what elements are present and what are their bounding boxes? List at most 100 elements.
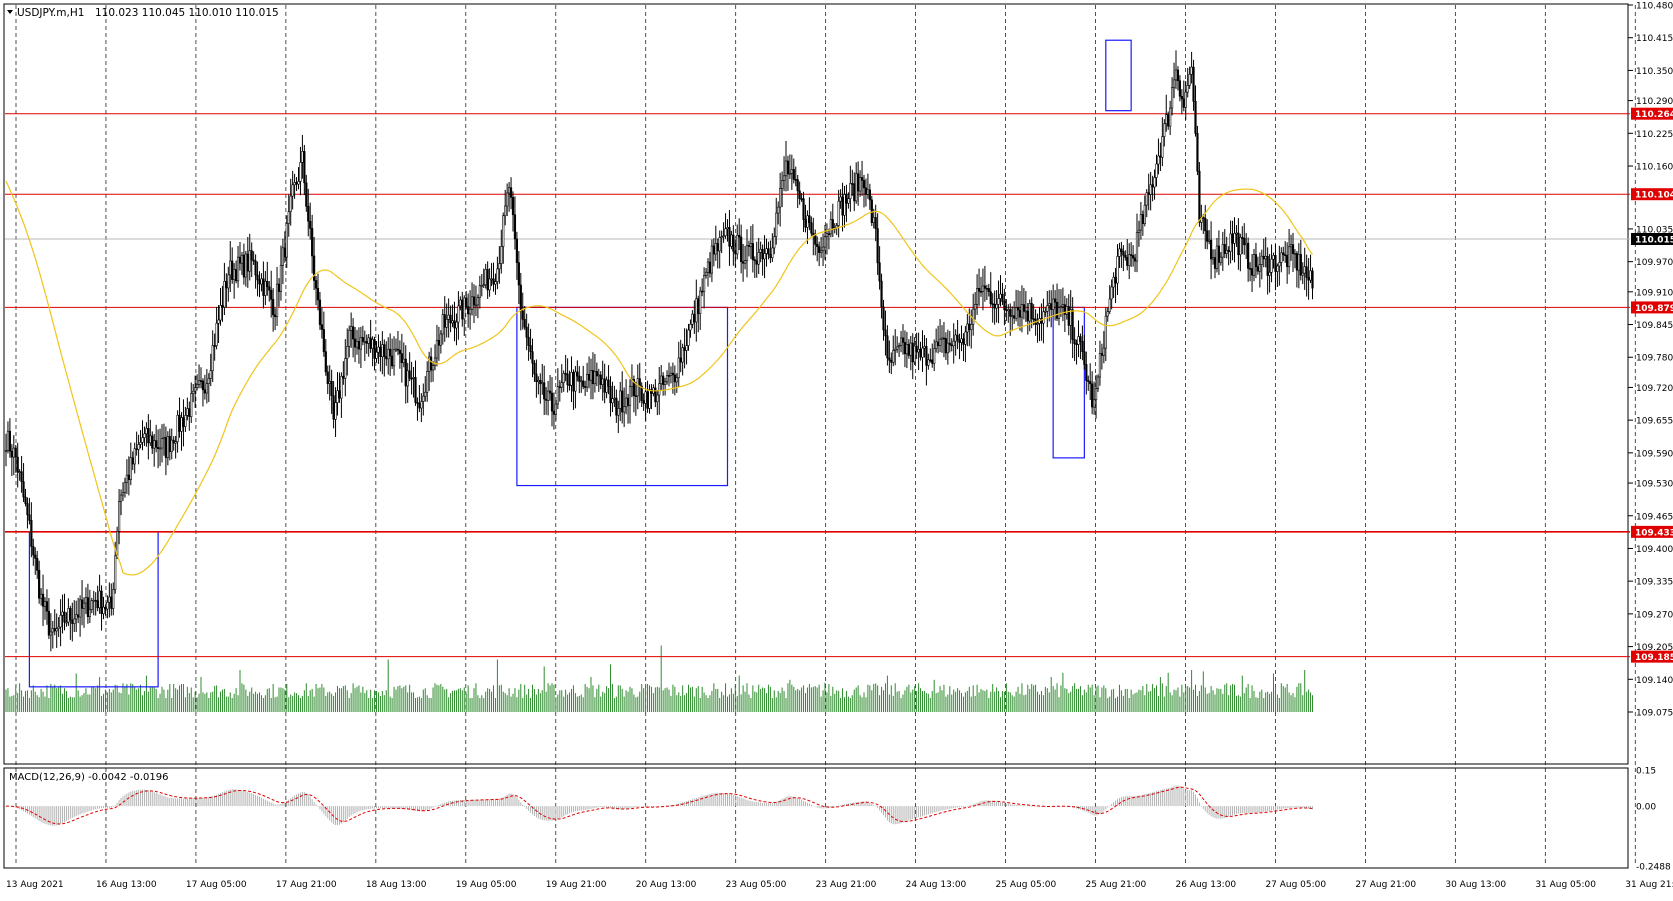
macd-histogram-bar [923,806,925,816]
volume-bar [1276,694,1278,712]
candle-body [53,628,56,632]
macd-histogram-bar [920,806,922,817]
candle-body [977,288,981,292]
macd-histogram-bar [805,801,806,807]
macd-histogram-bar [62,806,64,823]
candle-body [80,599,84,609]
candle-body [851,183,854,185]
candle-body [283,247,286,258]
macd-histogram-bar [485,799,487,807]
macd-histogram-bar [617,806,619,810]
candle-body [786,160,790,175]
macd-histogram-bar [204,797,206,807]
macd-histogram-bar [1146,793,1148,807]
candle-body [484,269,487,286]
macd-histogram-bar [93,806,95,810]
volume-bar [1046,688,1048,712]
candle-body [77,614,80,618]
candle-body [921,347,924,358]
candle-body [348,329,351,347]
macd-histogram-bar [186,798,188,807]
volume-bar [1251,685,1253,712]
candle-body [560,382,563,388]
ohlc-values: 110.023 110.045 110.010 110.015 [95,7,279,19]
volume-bar [892,695,894,712]
volume-bar [1089,687,1091,712]
macd-histogram-bar [949,806,951,809]
macd-histogram-bar [1179,786,1181,807]
volume-bar [922,691,923,712]
candle-body [1184,91,1187,108]
candle-body [342,375,345,379]
macd-histogram-bar [1161,789,1163,807]
macd-histogram-bar [1278,806,1280,810]
candle-body [250,250,253,261]
candle-body [800,198,803,200]
macd-histogram-bar [608,806,610,808]
volume-bar [649,685,650,712]
volume-bar [769,686,771,712]
volume-bar [335,692,337,712]
macd-histogram-bar [1079,806,1081,810]
macd-histogram-bar [290,798,292,807]
macd-histogram-bar [884,806,886,818]
volume-bar [1169,692,1171,712]
macd-histogram-bar [1070,806,1072,808]
macd-histogram-bar [1169,787,1171,807]
volume-bar [746,683,748,712]
candle-body [765,248,768,254]
volume-bar [284,689,286,712]
volume-bar [239,670,241,712]
macd-histogram-bar [1298,806,1300,808]
candle-body [1217,245,1220,263]
volume-bar [483,698,485,712]
macd-histogram-bar [491,799,493,807]
macd-histogram-bar [1089,806,1091,814]
volume-bar [194,691,196,712]
candle-body [336,390,339,403]
candle-body [1188,74,1191,86]
volume-bar [130,683,132,712]
macd-histogram-bar [514,795,516,807]
candle-body [897,345,901,348]
macd-histogram-bar [112,806,114,807]
volume-bar [738,675,740,712]
macd-histogram-bar [299,792,301,807]
candle-body [61,611,64,616]
candle-body [819,250,823,253]
macd-histogram-bar [91,806,93,811]
volume-bar [218,697,220,712]
macd-histogram-bar [1271,806,1273,811]
time-label: 27 Aug 21:00 [1355,880,1416,890]
price-tick-label: 109.655 [1636,417,1673,427]
candle-body [266,280,269,288]
volume-bar [479,698,481,712]
candle-body [211,345,214,371]
macd-histogram-bar [157,793,159,807]
macd-histogram-bar [922,806,923,817]
macd-histogram-bar [1019,805,1021,807]
macd-histogram-bar [754,801,756,807]
macd-histogram-bar [97,806,99,809]
volume-bar [1263,698,1265,712]
menu-triangle-icon[interactable] [7,10,13,14]
volume-bar [740,694,742,712]
macd-histogram-bar [1234,806,1235,815]
candle-body [1176,69,1180,82]
candle-body [1054,298,1057,303]
candle-body [825,233,829,238]
candle-body [133,448,136,465]
macd-histogram-bar [1286,806,1288,809]
candle-body [320,324,324,330]
macd-histogram-bar [764,802,766,807]
candle-body [646,391,649,409]
candle-body [593,371,596,385]
candle-body [160,438,164,449]
candle-body [607,379,610,387]
candle-body [1247,242,1250,269]
volume-bar [420,698,422,712]
macd-histogram-bar [688,800,689,807]
candle-body [876,228,879,264]
